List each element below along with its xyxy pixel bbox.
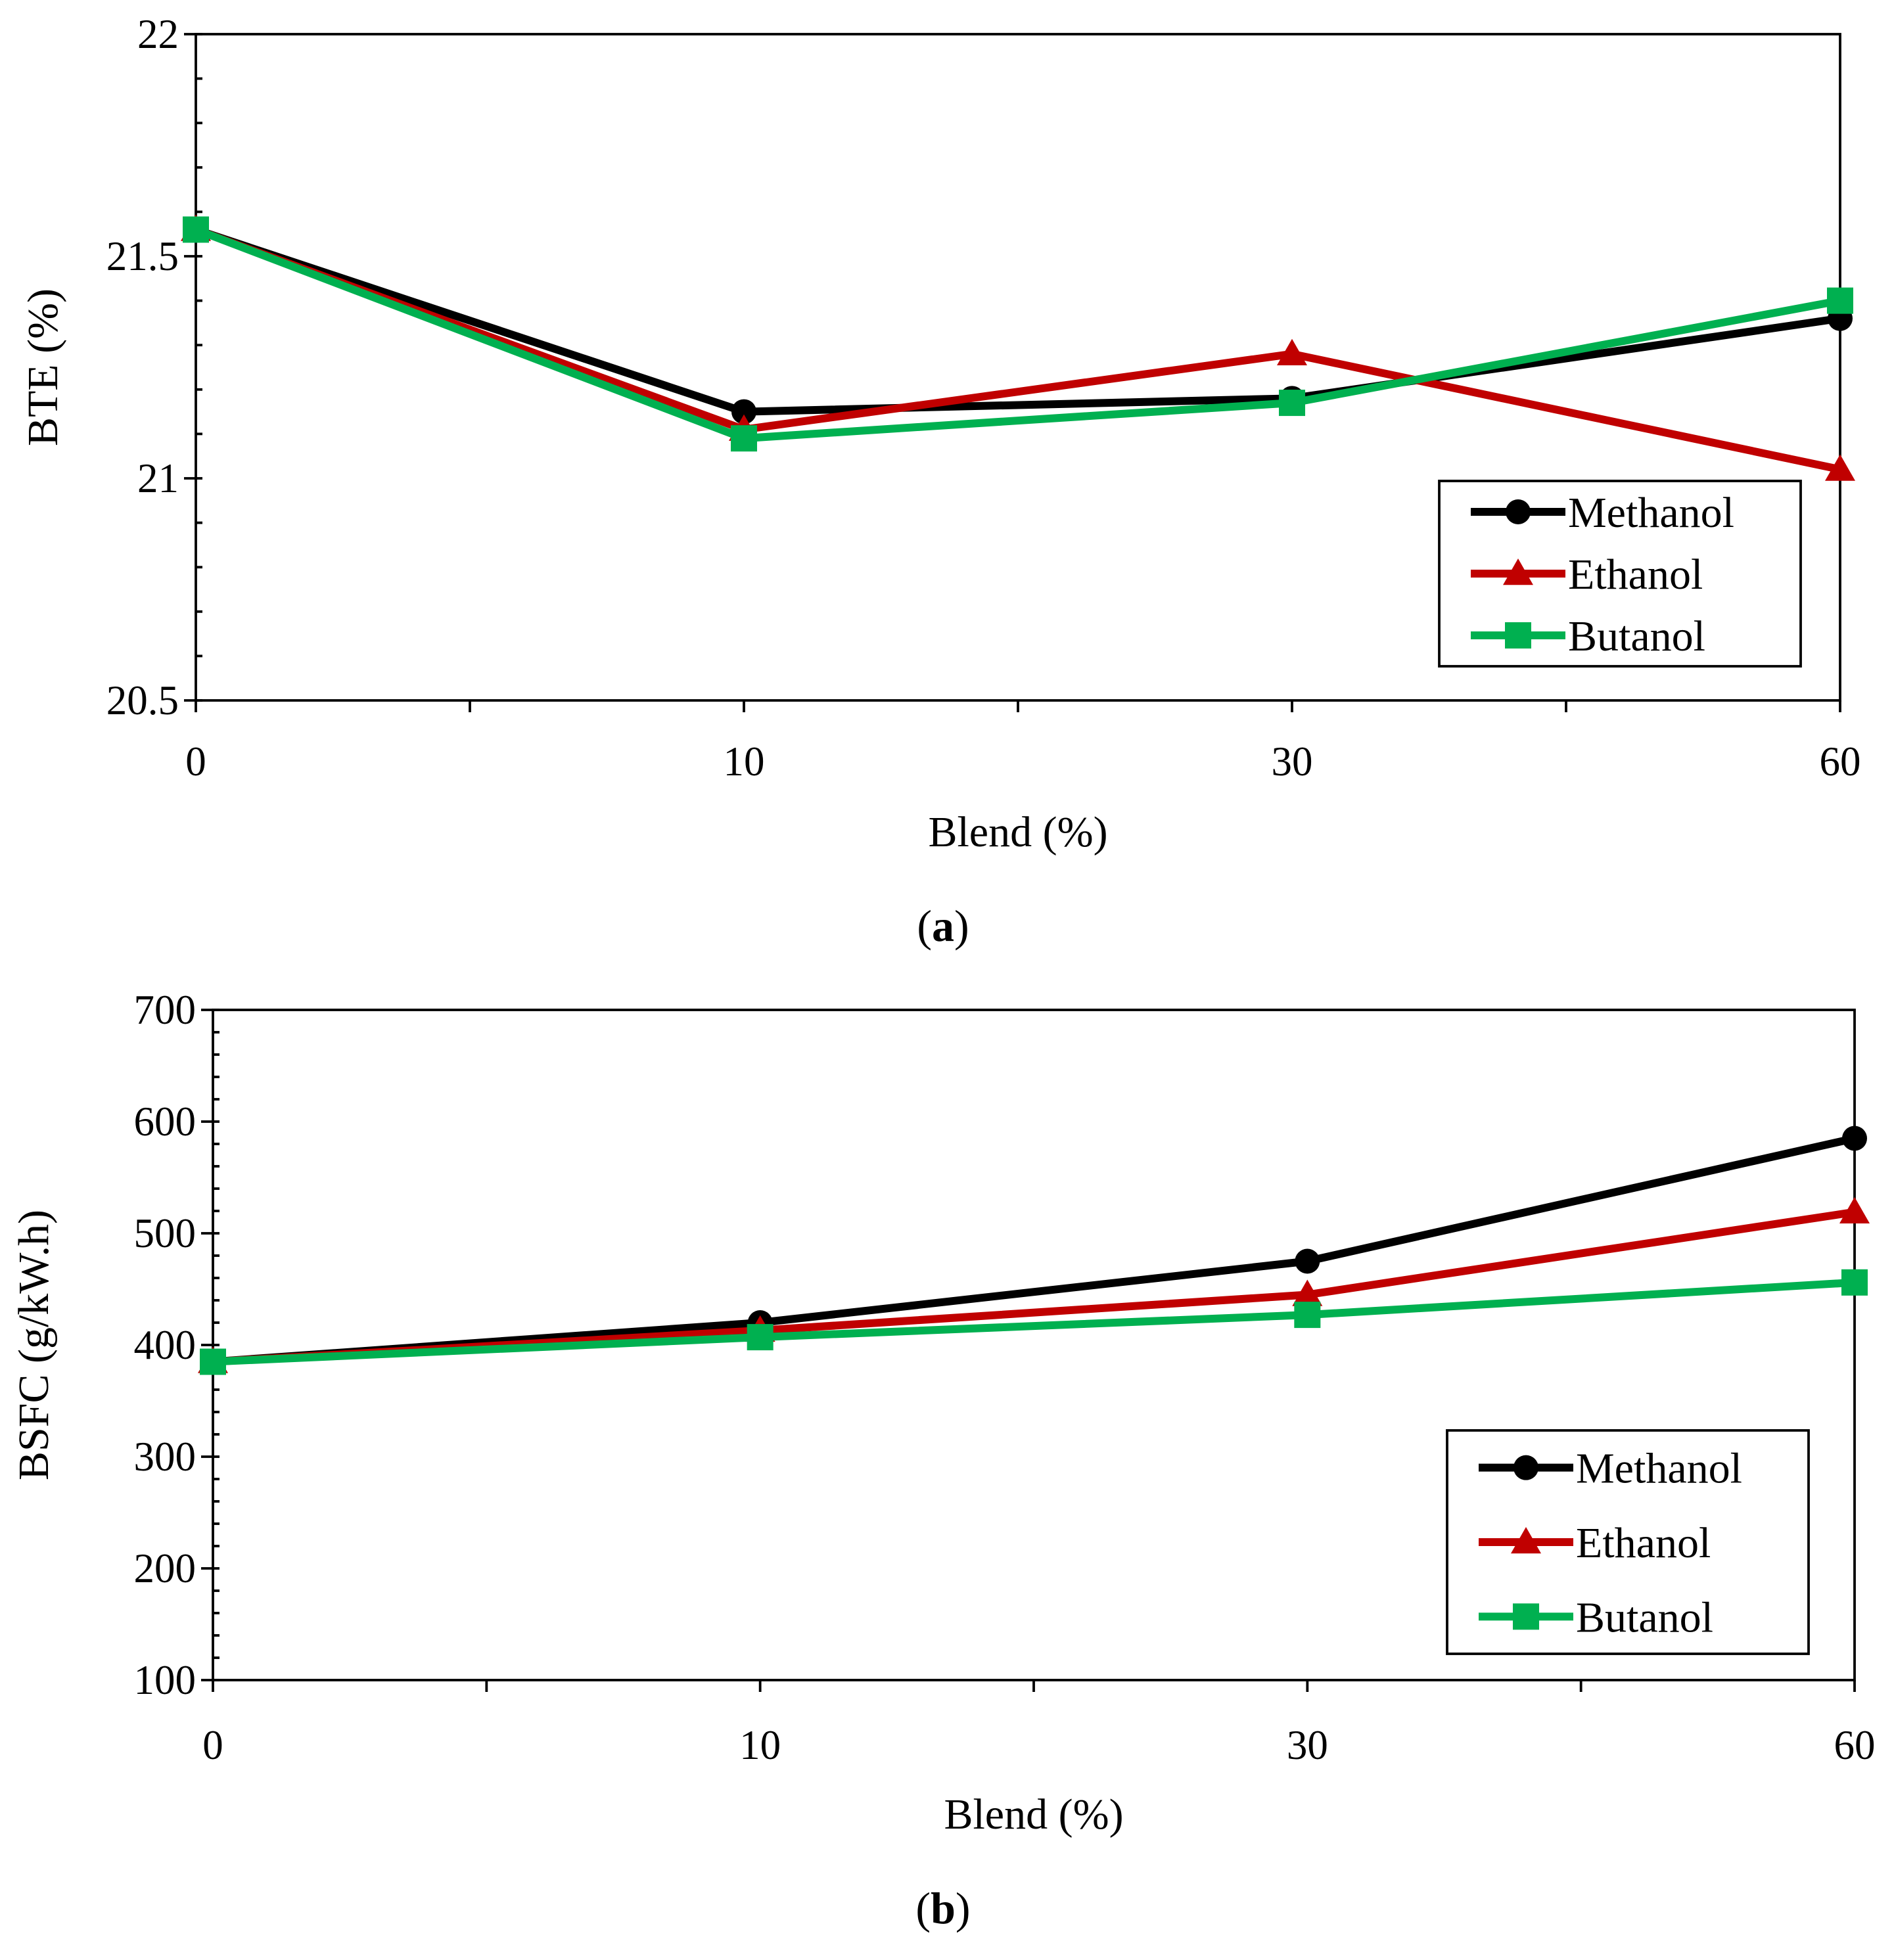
x-tick-labels: 0 10 30 60 (185, 739, 1860, 785)
ethanol-point (1825, 454, 1855, 481)
panel-label-b: (b) (915, 1883, 970, 1933)
x-tick-label: 60 (1820, 739, 1861, 785)
y-tick-label: 200 (134, 1545, 196, 1591)
y-tick-label: 100 (134, 1657, 196, 1703)
ethanol-point (1839, 1197, 1870, 1223)
methanol-line (195, 225, 1841, 416)
butanol-point (747, 1324, 774, 1351)
y-tick-label: 22 (137, 11, 179, 57)
butanol-point (1279, 390, 1305, 417)
ethanol-line (212, 1208, 1855, 1366)
y-tick-label: 600 (134, 1099, 196, 1145)
legend-item-methanol: Methanol (1471, 489, 1734, 537)
legend-item-methanol: Methanol (1479, 1445, 1742, 1493)
legend-label: Ethanol (1576, 1519, 1711, 1567)
butanol-line (194, 225, 1841, 443)
x-tick-label: 0 (185, 739, 206, 785)
legend-swatch-marker (1506, 499, 1531, 524)
y-tick-label: 300 (134, 1434, 196, 1480)
butanol-point (200, 1348, 226, 1375)
series-layer (198, 1126, 1870, 1375)
y-tick-label: 21.5 (106, 233, 179, 279)
legend-item-ethanol: Ethanol (1479, 1519, 1711, 1567)
legend-label: Butanol (1576, 1593, 1713, 1641)
butanol-point (1294, 1302, 1321, 1329)
legend-label: Methanol (1568, 489, 1734, 537)
butanol-point (183, 216, 209, 243)
x-tick-label: 60 (1834, 1722, 1876, 1768)
panel-label-a: (a) (917, 901, 969, 951)
legend: Methanol Ethanol Butanol (1446, 1429, 1810, 1655)
ethanol-line (194, 225, 1841, 474)
legend-item-butanol: Butanol (1479, 1593, 1713, 1641)
x-tick-label: 30 (1287, 1722, 1328, 1768)
legend-swatch-marker (1513, 1603, 1539, 1630)
legend-label: Methanol (1576, 1445, 1742, 1493)
y-tick-labels: 20.5 21 21.5 22 (106, 11, 179, 723)
axis-ticks (201, 1009, 1856, 1692)
x-axis-title: Blend (%) (928, 808, 1107, 856)
axis-ticks (184, 33, 1841, 712)
legend-swatch-marker (1511, 1527, 1541, 1554)
legend-label: Ethanol (1568, 551, 1703, 599)
y-tick-label: 400 (134, 1322, 196, 1368)
x-axis-title: Blend (%) (944, 1790, 1123, 1838)
x-tick-label: 10 (739, 1722, 781, 1768)
x-tick-label: 30 (1272, 739, 1313, 785)
butanol-point (731, 425, 757, 452)
y-axis-title: BSFC (g/kW.h) (10, 1210, 58, 1480)
legend-label: Butanol (1568, 612, 1705, 660)
legend-swatch-marker (1505, 622, 1531, 649)
y-tick-label: 700 (134, 987, 196, 1033)
methanol-point (1842, 1126, 1867, 1151)
chart-bte: 20.5 21 21.5 22 0 10 30 60 Blend (%) BTE (%) M… (19, 11, 1860, 856)
butanol-point (1827, 287, 1853, 314)
butanol-point (1841, 1269, 1868, 1296)
methanol-point (731, 399, 756, 424)
series-layer (181, 214, 1855, 481)
y-axis-title: BTE (%) (19, 288, 67, 446)
x-tick-labels: 0 10 30 60 (202, 1722, 1875, 1768)
x-tick-label: 0 (202, 1722, 223, 1768)
ethanol-point (1292, 1279, 1323, 1306)
legend-swatch-marker (1513, 1455, 1538, 1480)
legend-item-ethanol: Ethanol (1471, 551, 1703, 599)
y-tick-label: 20.5 (106, 677, 179, 723)
y-tick-label: 21 (137, 455, 179, 501)
ethanol-point (1277, 338, 1307, 365)
legend-swatch-marker (1503, 558, 1533, 585)
series-butanol (183, 216, 1853, 452)
y-tick-label: 500 (134, 1210, 196, 1256)
methanol-point (1295, 1248, 1320, 1274)
legend: Methanol Ethanol Butanol (1438, 480, 1802, 668)
x-tick-label: 10 (724, 739, 765, 785)
butanol-line (212, 1278, 1855, 1366)
series-ethanol (198, 1197, 1870, 1373)
legend-item-butanol: Butanol (1471, 612, 1705, 660)
y-tick-labels: 100 200 300 400 500 600 700 (134, 987, 196, 1703)
series-butanol (200, 1269, 1868, 1375)
